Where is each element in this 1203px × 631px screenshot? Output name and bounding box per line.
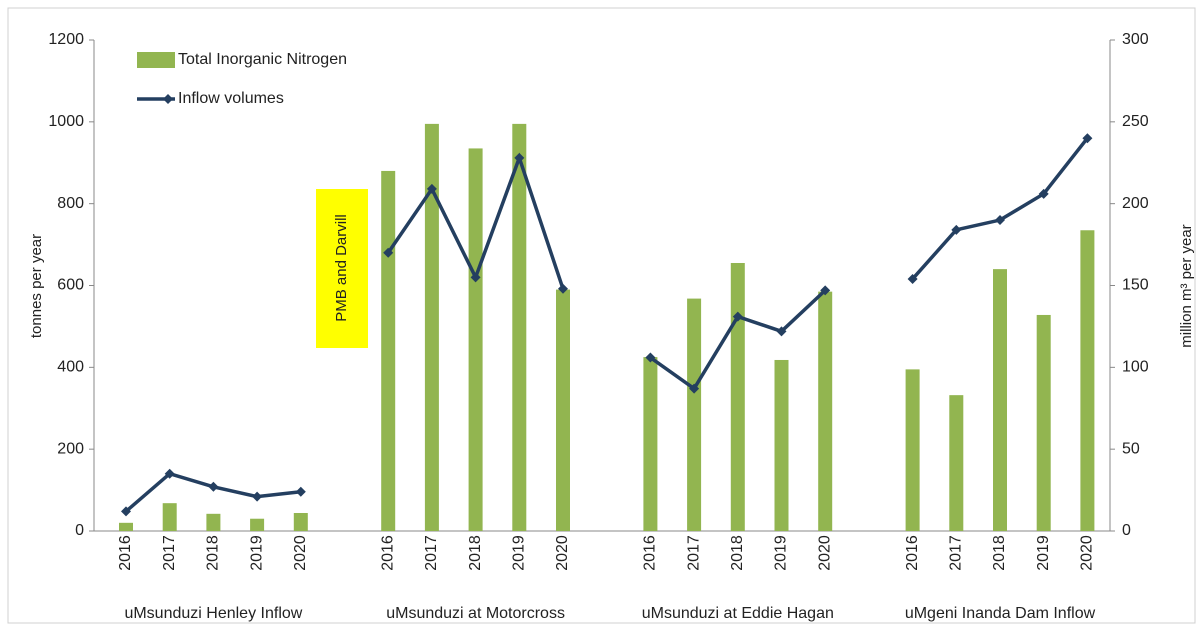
line-marker	[1082, 133, 1093, 144]
bar	[1080, 230, 1095, 531]
bar	[381, 170, 396, 531]
bar	[730, 262, 745, 531]
legend-swatch	[137, 52, 175, 68]
y-tick-label: 0	[75, 522, 84, 539]
annotation: PMB and Darvill	[333, 214, 350, 322]
y-tick-label: 1000	[48, 113, 84, 130]
x-tick-label: 2019	[248, 535, 265, 571]
group-label: uMsunduzi at Motorcross	[386, 605, 565, 622]
x-tick-label: 2017	[948, 535, 965, 571]
x-tick-label: 2017	[685, 535, 702, 571]
bar	[119, 522, 133, 531]
line-marker	[907, 273, 918, 284]
y-tick-label: 800	[57, 195, 84, 212]
x-tick-label: 2019	[1035, 535, 1052, 571]
bar	[468, 148, 483, 531]
group-label: uMsunduzi Henley Inflow	[124, 605, 302, 622]
y2-tick-label: 150	[1122, 277, 1149, 294]
y-tick-label: 200	[57, 440, 84, 457]
line-marker	[732, 311, 743, 322]
line-marker	[776, 326, 787, 337]
bar	[162, 503, 177, 531]
x-tick-label: 2020	[816, 535, 833, 571]
line-marker	[689, 383, 700, 394]
x-tick-label: 2017	[161, 535, 178, 571]
x-tick-label: 2016	[904, 535, 921, 571]
x-tick-label: 2018	[205, 535, 222, 571]
bar	[293, 512, 308, 531]
bar	[1036, 314, 1051, 531]
y-tick-label: 400	[57, 359, 84, 376]
legend-label: Total Inorganic Nitrogen	[178, 51, 347, 68]
y2-axis-title: million m³ per year	[1178, 224, 1195, 347]
y2-tick-label: 50	[1122, 440, 1140, 457]
line-marker	[514, 152, 525, 163]
x-tick-label: 2017	[423, 535, 440, 571]
bar	[556, 289, 570, 531]
bar	[206, 513, 221, 531]
x-tick-label: 2019	[511, 535, 528, 571]
line-marker	[951, 224, 962, 235]
y-tick-label: 1200	[48, 31, 84, 48]
bar	[818, 291, 833, 531]
y2-tick-label: 0	[1122, 522, 1131, 539]
line-marker	[208, 481, 219, 492]
bar	[993, 269, 1007, 531]
x-tick-label: 2016	[379, 535, 396, 571]
bar	[424, 123, 439, 532]
line-marker	[383, 247, 394, 258]
group-label: uMsunduzi at Eddie Hagan	[642, 605, 834, 622]
y2-tick-label: 100	[1122, 359, 1149, 376]
bar	[905, 369, 920, 531]
line-marker	[1038, 188, 1049, 199]
x-tick-label: 2020	[554, 535, 571, 571]
bar	[512, 123, 527, 532]
y-axis-title: tonnes per year	[28, 234, 45, 338]
line-marker	[558, 283, 568, 294]
group-label: uMgeni Inanda Dam Inflow	[905, 605, 1096, 622]
bar	[949, 395, 964, 531]
bar	[250, 518, 265, 531]
legend-label: Inflow volumes	[178, 90, 284, 107]
x-tick-label: 2016	[117, 535, 134, 571]
line-marker	[121, 506, 131, 517]
y2-tick-label: 200	[1122, 195, 1149, 212]
y2-tick-label: 300	[1122, 31, 1149, 48]
line-marker	[164, 468, 175, 479]
bar	[774, 359, 789, 531]
bar	[643, 357, 658, 531]
x-tick-label: 2020	[1079, 535, 1096, 571]
line-marker	[426, 183, 437, 194]
line-marker	[820, 285, 831, 296]
annotation-box	[316, 189, 368, 348]
legend-marker	[163, 94, 173, 104]
x-tick-label: 2018	[991, 535, 1008, 571]
line-marker	[295, 486, 306, 497]
y-tick-label: 600	[57, 277, 84, 294]
line-marker	[995, 215, 1005, 226]
line-marker	[252, 491, 263, 502]
x-tick-label: 2018	[467, 535, 484, 571]
x-tick-label: 2020	[292, 535, 309, 571]
x-tick-label: 2018	[729, 535, 746, 571]
line-marker	[645, 352, 656, 363]
line-marker	[470, 272, 481, 283]
bar	[687, 298, 702, 531]
x-tick-label: 2019	[773, 535, 790, 571]
x-tick-label: 2016	[642, 535, 659, 571]
y2-tick-label: 250	[1122, 113, 1149, 130]
